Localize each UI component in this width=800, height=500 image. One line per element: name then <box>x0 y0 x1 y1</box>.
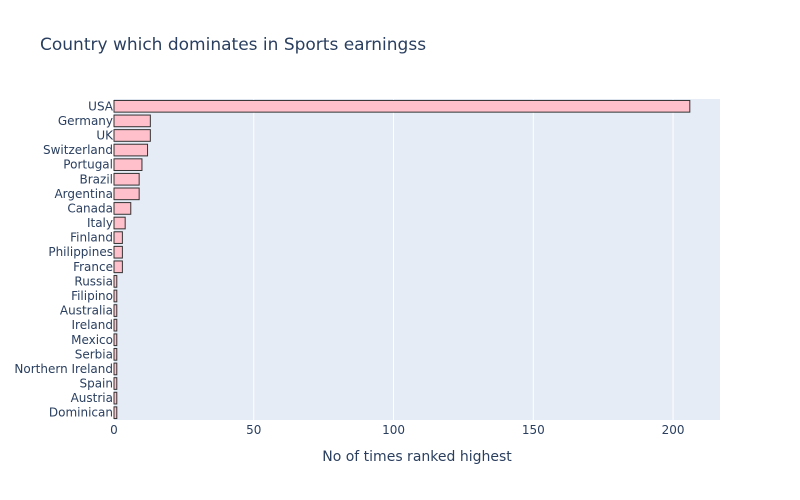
y-tick-label: Argentina <box>54 187 113 201</box>
grid-lines <box>253 99 674 420</box>
x-tick-label: 200 <box>662 423 685 437</box>
bar <box>113 318 118 332</box>
bars <box>113 99 691 420</box>
bar <box>113 406 118 420</box>
bar <box>113 304 118 317</box>
x-tick-label: 0 <box>110 423 118 437</box>
y-tick-label: Germany <box>58 114 113 128</box>
y-tick-label: USA <box>88 99 114 113</box>
y-tick-label: Switzerland <box>43 143 113 157</box>
y-tick-label: Finland <box>70 231 113 245</box>
bar <box>113 202 132 215</box>
y-tick-label: Northern Ireland <box>14 362 113 376</box>
y-tick-label: Ireland <box>71 318 113 332</box>
y-tick-label: Filipino <box>71 289 113 303</box>
y-tick-labels: USAGermanyUKSwitzerlandPortugalBrazilArg… <box>14 99 114 419</box>
x-axis-title: No of times ranked highest <box>322 449 512 465</box>
bar <box>113 129 151 142</box>
y-tick-label: Portugal <box>63 158 113 172</box>
chart-title: Country which dominates in Sports earnin… <box>40 35 426 55</box>
y-tick-label: Italy <box>87 216 113 230</box>
y-tick-label: Australia <box>60 304 113 318</box>
y-tick-label: Austria <box>71 391 113 405</box>
y-tick-label: UK <box>96 128 114 142</box>
x-tick-label: 100 <box>382 423 405 437</box>
bar <box>113 245 123 259</box>
bar <box>113 158 143 171</box>
x-tick-label: 50 <box>246 423 261 437</box>
y-tick-label: Mexico <box>71 333 113 347</box>
bar <box>113 362 118 376</box>
bar <box>113 260 123 274</box>
bar <box>113 391 118 405</box>
x-tick-labels: 0 50 100 150 200 <box>110 423 684 437</box>
y-tick-label: Philippines <box>48 245 113 259</box>
bar <box>113 348 118 361</box>
y-tick-label: Spain <box>79 377 113 391</box>
plot-area <box>114 99 720 420</box>
y-tick-label: Serbia <box>75 347 113 361</box>
bar <box>113 377 118 390</box>
bar <box>113 289 118 303</box>
x-tick-label: 150 <box>522 423 545 437</box>
y-tick-label: Brazil <box>80 172 114 186</box>
y-tick-label: Russia <box>74 274 113 288</box>
bar <box>113 114 151 128</box>
bar <box>113 216 126 230</box>
bar <box>113 333 118 347</box>
bar <box>113 99 691 113</box>
bar <box>113 172 140 186</box>
bar <box>113 187 140 201</box>
bar <box>113 275 118 288</box>
y-tick-label: France <box>73 260 113 274</box>
y-tick-label: Canada <box>67 201 113 215</box>
bar <box>113 143 149 157</box>
y-tick-label: Dominican <box>49 406 113 420</box>
bar <box>113 231 123 244</box>
